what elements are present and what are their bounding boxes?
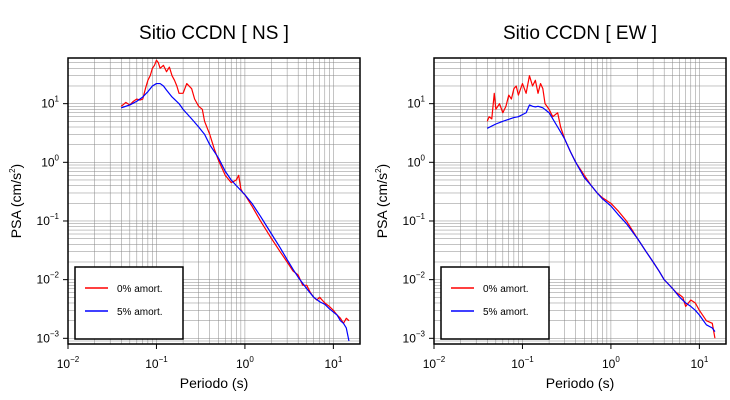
series-line-5pct-damping <box>486 104 716 332</box>
y-tick-label: 10−3 <box>37 329 60 345</box>
axis-ticks <box>429 103 700 349</box>
y-tick-label: 100 <box>407 153 425 169</box>
legend-label: 5% amort. <box>483 307 529 318</box>
legend-box <box>74 266 184 340</box>
x-tick-label: 101 <box>690 355 708 371</box>
series-line-5pct-damping <box>121 82 350 342</box>
y-tick-label: 10−2 <box>403 271 426 287</box>
chart-title: Sitio CCDN [ NS ] <box>139 23 289 44</box>
x-axis-label: Periodo (s) <box>546 375 614 391</box>
chart-title: Sitio CCDN [ EW ] <box>503 23 657 44</box>
x-tick-label: 10−1 <box>145 355 168 371</box>
legend-label: 5% amort. <box>117 307 163 318</box>
x-tick-label: 100 <box>236 355 254 371</box>
chart-panel-1: 10−2 10−1 100 101 101 100 10−1 10−2 10−3 Sitio CC… <box>8 23 361 391</box>
plot-frame <box>433 57 727 345</box>
y-tick-label: 101 <box>41 95 59 111</box>
y-tick-label: 100 <box>41 153 59 169</box>
axis-ticks <box>63 103 334 349</box>
x-axis-label: Periodo (s) <box>180 375 248 391</box>
legend-label: 0% amort. <box>117 284 163 295</box>
y-axis-label: PSA (cm/s2) <box>8 164 24 238</box>
x-tick-label: 10−2 <box>57 355 80 371</box>
legend-label: 0% amort. <box>483 284 529 295</box>
x-tick-label: 101 <box>324 355 342 371</box>
x-tick-label: 10−1 <box>511 355 534 371</box>
series-line-0pct-damping <box>486 75 716 339</box>
legend: 0% amort. 5% amort. <box>440 266 550 340</box>
y-tick-label: 10−2 <box>37 271 60 287</box>
legend-box <box>440 266 550 340</box>
legend: 0% amort. 5% amort. <box>74 266 184 340</box>
y-tick-label: 10−1 <box>403 212 426 228</box>
y-axis-label: PSA (cm/s2) <box>374 164 390 238</box>
x-tick-label: 10−2 <box>423 355 446 371</box>
y-tick-label: 10−1 <box>37 212 60 228</box>
y-tick-label: 10−3 <box>403 329 426 345</box>
y-tick-label: 101 <box>407 95 425 111</box>
x-tick-label: 100 <box>602 355 620 371</box>
chart-panel-2: 10−2 10−1 100 101 101 100 10−1 10−2 10−3 Sitio CC… <box>374 23 727 391</box>
plot-frame <box>67 57 361 345</box>
